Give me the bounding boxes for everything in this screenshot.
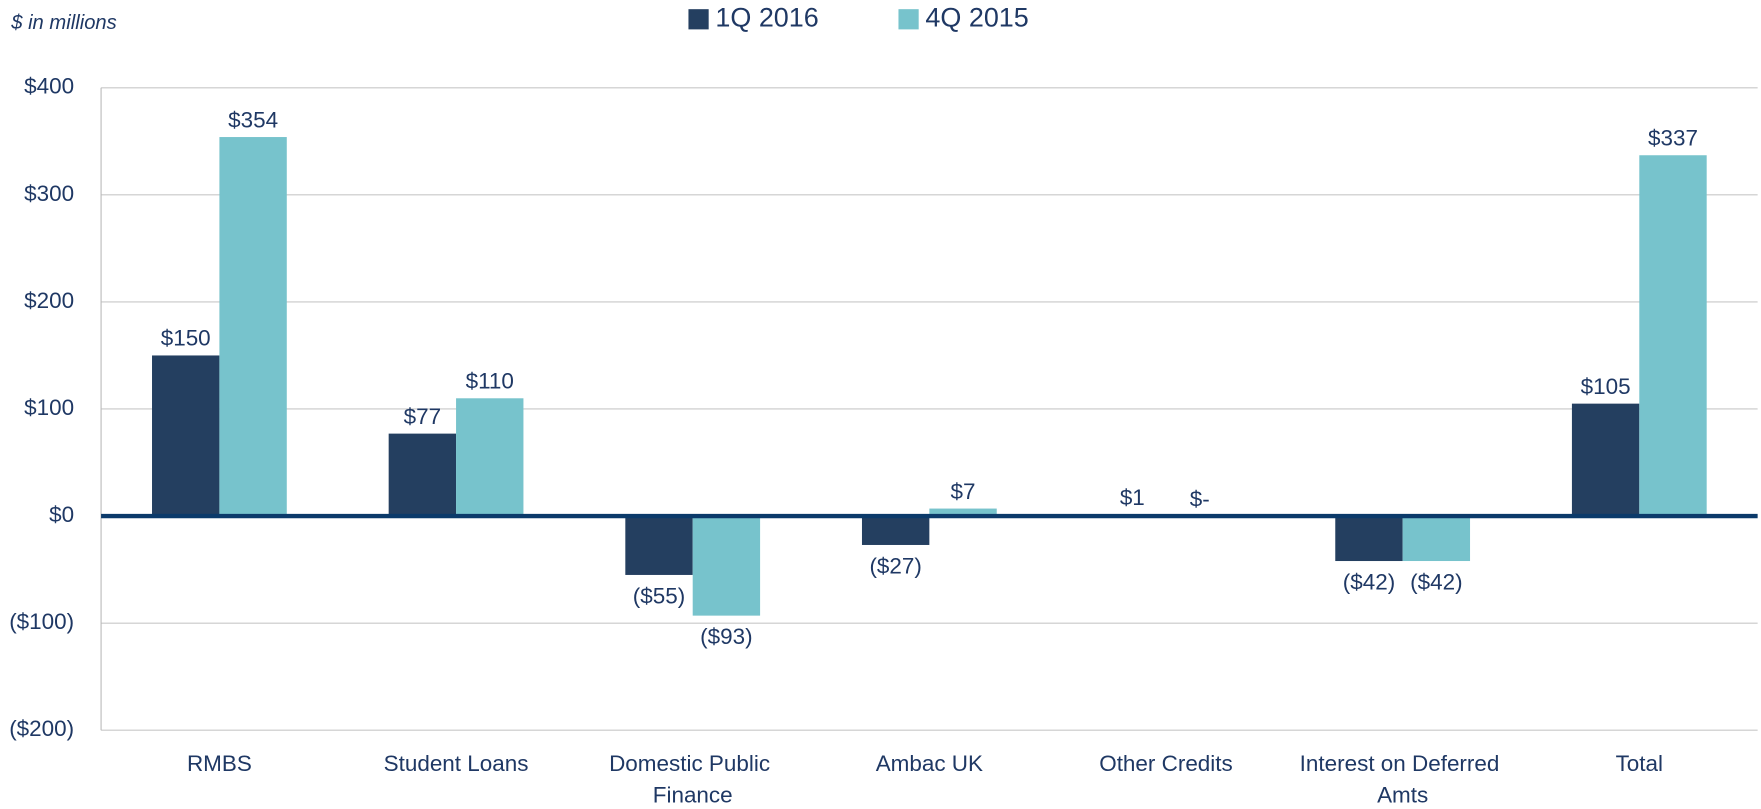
data-label: $77: [404, 404, 441, 429]
bar: [1335, 516, 1403, 562]
legend-label: 4Q 2015: [925, 2, 1028, 32]
y-tick-label: ($100): [9, 609, 74, 634]
bar: [692, 516, 761, 616]
y-tick-label: $0: [49, 502, 74, 527]
legend-label: 1Q 2016: [715, 2, 818, 32]
chart-subtitle: $ in millions: [10, 12, 117, 34]
y-tick-label: ($200): [9, 716, 74, 741]
legend-swatch: [688, 9, 709, 30]
x-tick-label: Ambac UK: [876, 751, 983, 776]
bar: [861, 516, 930, 545]
x-tick-label: Student Loans: [384, 751, 529, 776]
bar: [219, 137, 287, 517]
y-tick-label: $100: [24, 395, 74, 420]
data-label: ($27): [869, 553, 921, 578]
data-label: ($42): [1410, 569, 1462, 594]
y-tick-label: $400: [24, 74, 74, 99]
legend-swatch: [898, 9, 919, 30]
bar: [625, 516, 693, 575]
bar: [152, 355, 220, 517]
y-tick-label: $300: [24, 181, 74, 206]
data-label: ($42): [1343, 569, 1395, 594]
data-label: $110: [466, 368, 514, 393]
data-label: $105: [1581, 374, 1631, 399]
x-tick-label: Other Credits: [1099, 751, 1233, 776]
x-tick-label: Interest on Deferred Amts: [1300, 751, 1506, 807]
data-label: ($55): [633, 583, 685, 608]
bar: [1571, 403, 1640, 517]
bar: [1639, 155, 1707, 517]
data-label: $-: [1190, 486, 1210, 511]
data-label: $337: [1648, 125, 1698, 150]
data-label: $7: [951, 479, 976, 504]
bar: [388, 433, 457, 517]
data-label: $150: [161, 326, 211, 351]
data-label: ($93): [700, 624, 752, 649]
x-tick-label: Domestic Public Finance: [609, 751, 776, 807]
data-label: $1: [1120, 485, 1145, 510]
bar: [1402, 516, 1471, 562]
bar: [929, 508, 997, 517]
x-tick-label: RMBS: [187, 751, 252, 776]
x-tick-label: Total: [1616, 751, 1663, 776]
data-label: $354: [228, 107, 278, 132]
y-tick-label: $200: [24, 288, 74, 313]
bar: [456, 398, 524, 517]
